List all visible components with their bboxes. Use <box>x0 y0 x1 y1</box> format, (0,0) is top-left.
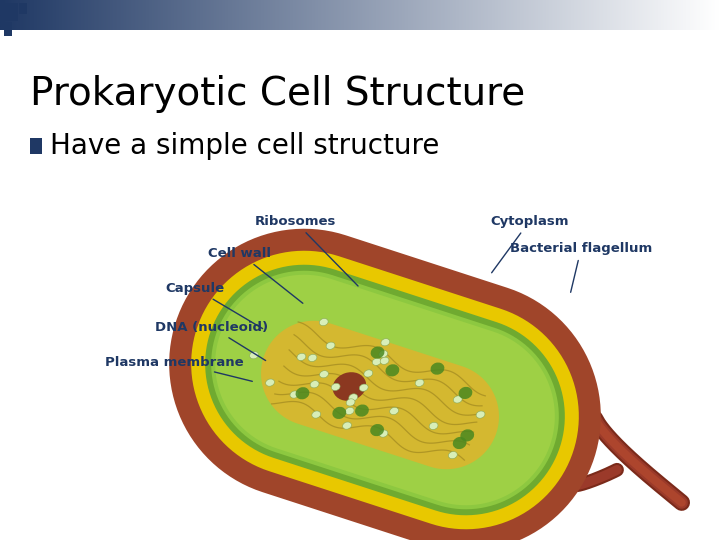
Ellipse shape <box>429 422 438 429</box>
Polygon shape <box>192 251 579 529</box>
Ellipse shape <box>333 407 346 419</box>
Text: Cytoplasm: Cytoplasm <box>490 215 569 273</box>
Ellipse shape <box>415 379 424 387</box>
Ellipse shape <box>476 411 485 418</box>
Ellipse shape <box>372 358 381 366</box>
Text: Bacterial flagellum: Bacterial flagellum <box>510 242 652 292</box>
Ellipse shape <box>371 346 384 359</box>
Text: Capsule: Capsule <box>166 282 263 328</box>
Ellipse shape <box>346 407 354 415</box>
Polygon shape <box>205 265 564 515</box>
Ellipse shape <box>381 339 390 346</box>
Ellipse shape <box>343 422 351 429</box>
Bar <box>4 22 12 36</box>
Ellipse shape <box>380 357 389 364</box>
Ellipse shape <box>390 407 398 415</box>
Bar <box>19 3 27 14</box>
Ellipse shape <box>310 381 319 388</box>
Ellipse shape <box>308 354 317 361</box>
Polygon shape <box>211 271 559 509</box>
Text: Ribosomes: Ribosomes <box>254 215 358 286</box>
Ellipse shape <box>296 387 310 400</box>
Polygon shape <box>261 321 499 469</box>
Text: DNA (nucleoid): DNA (nucleoid) <box>155 321 268 361</box>
Ellipse shape <box>290 391 299 398</box>
Ellipse shape <box>359 384 368 392</box>
Ellipse shape <box>453 437 467 449</box>
Ellipse shape <box>370 424 384 436</box>
Ellipse shape <box>331 383 340 390</box>
Ellipse shape <box>319 319 328 326</box>
Ellipse shape <box>348 394 358 401</box>
Ellipse shape <box>379 430 388 437</box>
Ellipse shape <box>346 399 355 406</box>
Bar <box>30 138 42 154</box>
Ellipse shape <box>355 404 369 417</box>
Ellipse shape <box>333 372 366 401</box>
Ellipse shape <box>250 352 258 359</box>
Bar <box>4 3 18 21</box>
Polygon shape <box>169 229 600 540</box>
Ellipse shape <box>320 370 328 378</box>
Ellipse shape <box>379 350 387 357</box>
Ellipse shape <box>266 379 274 386</box>
Ellipse shape <box>312 411 320 418</box>
Ellipse shape <box>459 387 472 399</box>
Ellipse shape <box>326 342 335 349</box>
Polygon shape <box>215 275 555 505</box>
Ellipse shape <box>460 429 474 442</box>
Ellipse shape <box>449 451 457 459</box>
Ellipse shape <box>364 370 373 377</box>
Ellipse shape <box>454 396 462 403</box>
Text: Plasma membrane: Plasma membrane <box>105 355 252 381</box>
Text: Cell wall: Cell wall <box>209 247 303 303</box>
Ellipse shape <box>297 353 306 361</box>
Text: Prokaryotic Cell Structure: Prokaryotic Cell Structure <box>30 75 526 113</box>
Ellipse shape <box>385 364 400 376</box>
Ellipse shape <box>431 362 444 375</box>
Text: Have a simple cell structure: Have a simple cell structure <box>50 132 439 160</box>
